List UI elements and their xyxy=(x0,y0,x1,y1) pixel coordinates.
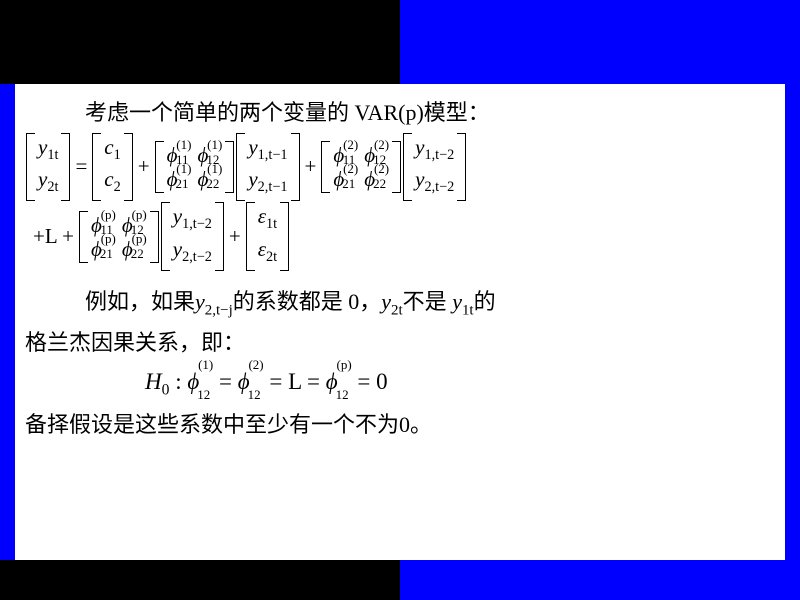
black-bar-bottom xyxy=(0,560,400,600)
hypothesis-h0: H0 : ϕ(1)12 = ϕ(2)12 = L = ϕ(p)12 = 0 xyxy=(145,365,775,402)
matrix-phi2: ϕ(2)11 ϕ(2)21 ϕ(2)12 ϕ(2)22 xyxy=(321,141,401,193)
matrix-phip: ϕ(p)11 ϕ(p)21 ϕ(p)12 ϕ(p)22 xyxy=(79,211,159,263)
matrix-c: c1 c2 xyxy=(92,133,132,201)
matrix-phi1: ϕ(1)11 ϕ(1)21 ϕ(1)12 ϕ(1)22 xyxy=(155,141,235,193)
alternative-hypothesis-text: 备择假设是这些系数中至少有一个不为0。 xyxy=(25,406,775,443)
matrix-y: y1t y2t xyxy=(26,133,70,201)
black-bar-top xyxy=(0,0,400,84)
equation-row-1: y1t y2t = c1 c2 + ϕ(1)11 ϕ(1)21 ϕ(1)12 xyxy=(25,133,775,201)
slide-content: 考虑一个简单的两个变量的 VAR(p)模型： y1t y2t = c1 c2 + xyxy=(15,84,785,560)
equation-row-2: +L + ϕ(p)11 ϕ(p)21 ϕ(p)12 ϕ(p)22 y1,t−2 … xyxy=(29,202,775,270)
matrix-yt1: y1,t−1 y2,t−1 xyxy=(236,133,299,201)
matrix-yt2b: y1,t−2 y2,t−2 xyxy=(161,202,224,270)
intro-text: 考虑一个简单的两个变量的 VAR(p)模型： xyxy=(85,96,775,129)
example-text: 例如，如果y2,t−j的系数都是 0，y2t不是 y1t的 格兰杰因果关系，即： xyxy=(25,283,775,361)
matrix-yt2: y1,t−2 y2,t−2 xyxy=(403,133,466,201)
matrix-epsilon: ε1t ε2t xyxy=(246,202,289,270)
granger-text: 格兰杰因果关系，即： xyxy=(25,330,245,355)
